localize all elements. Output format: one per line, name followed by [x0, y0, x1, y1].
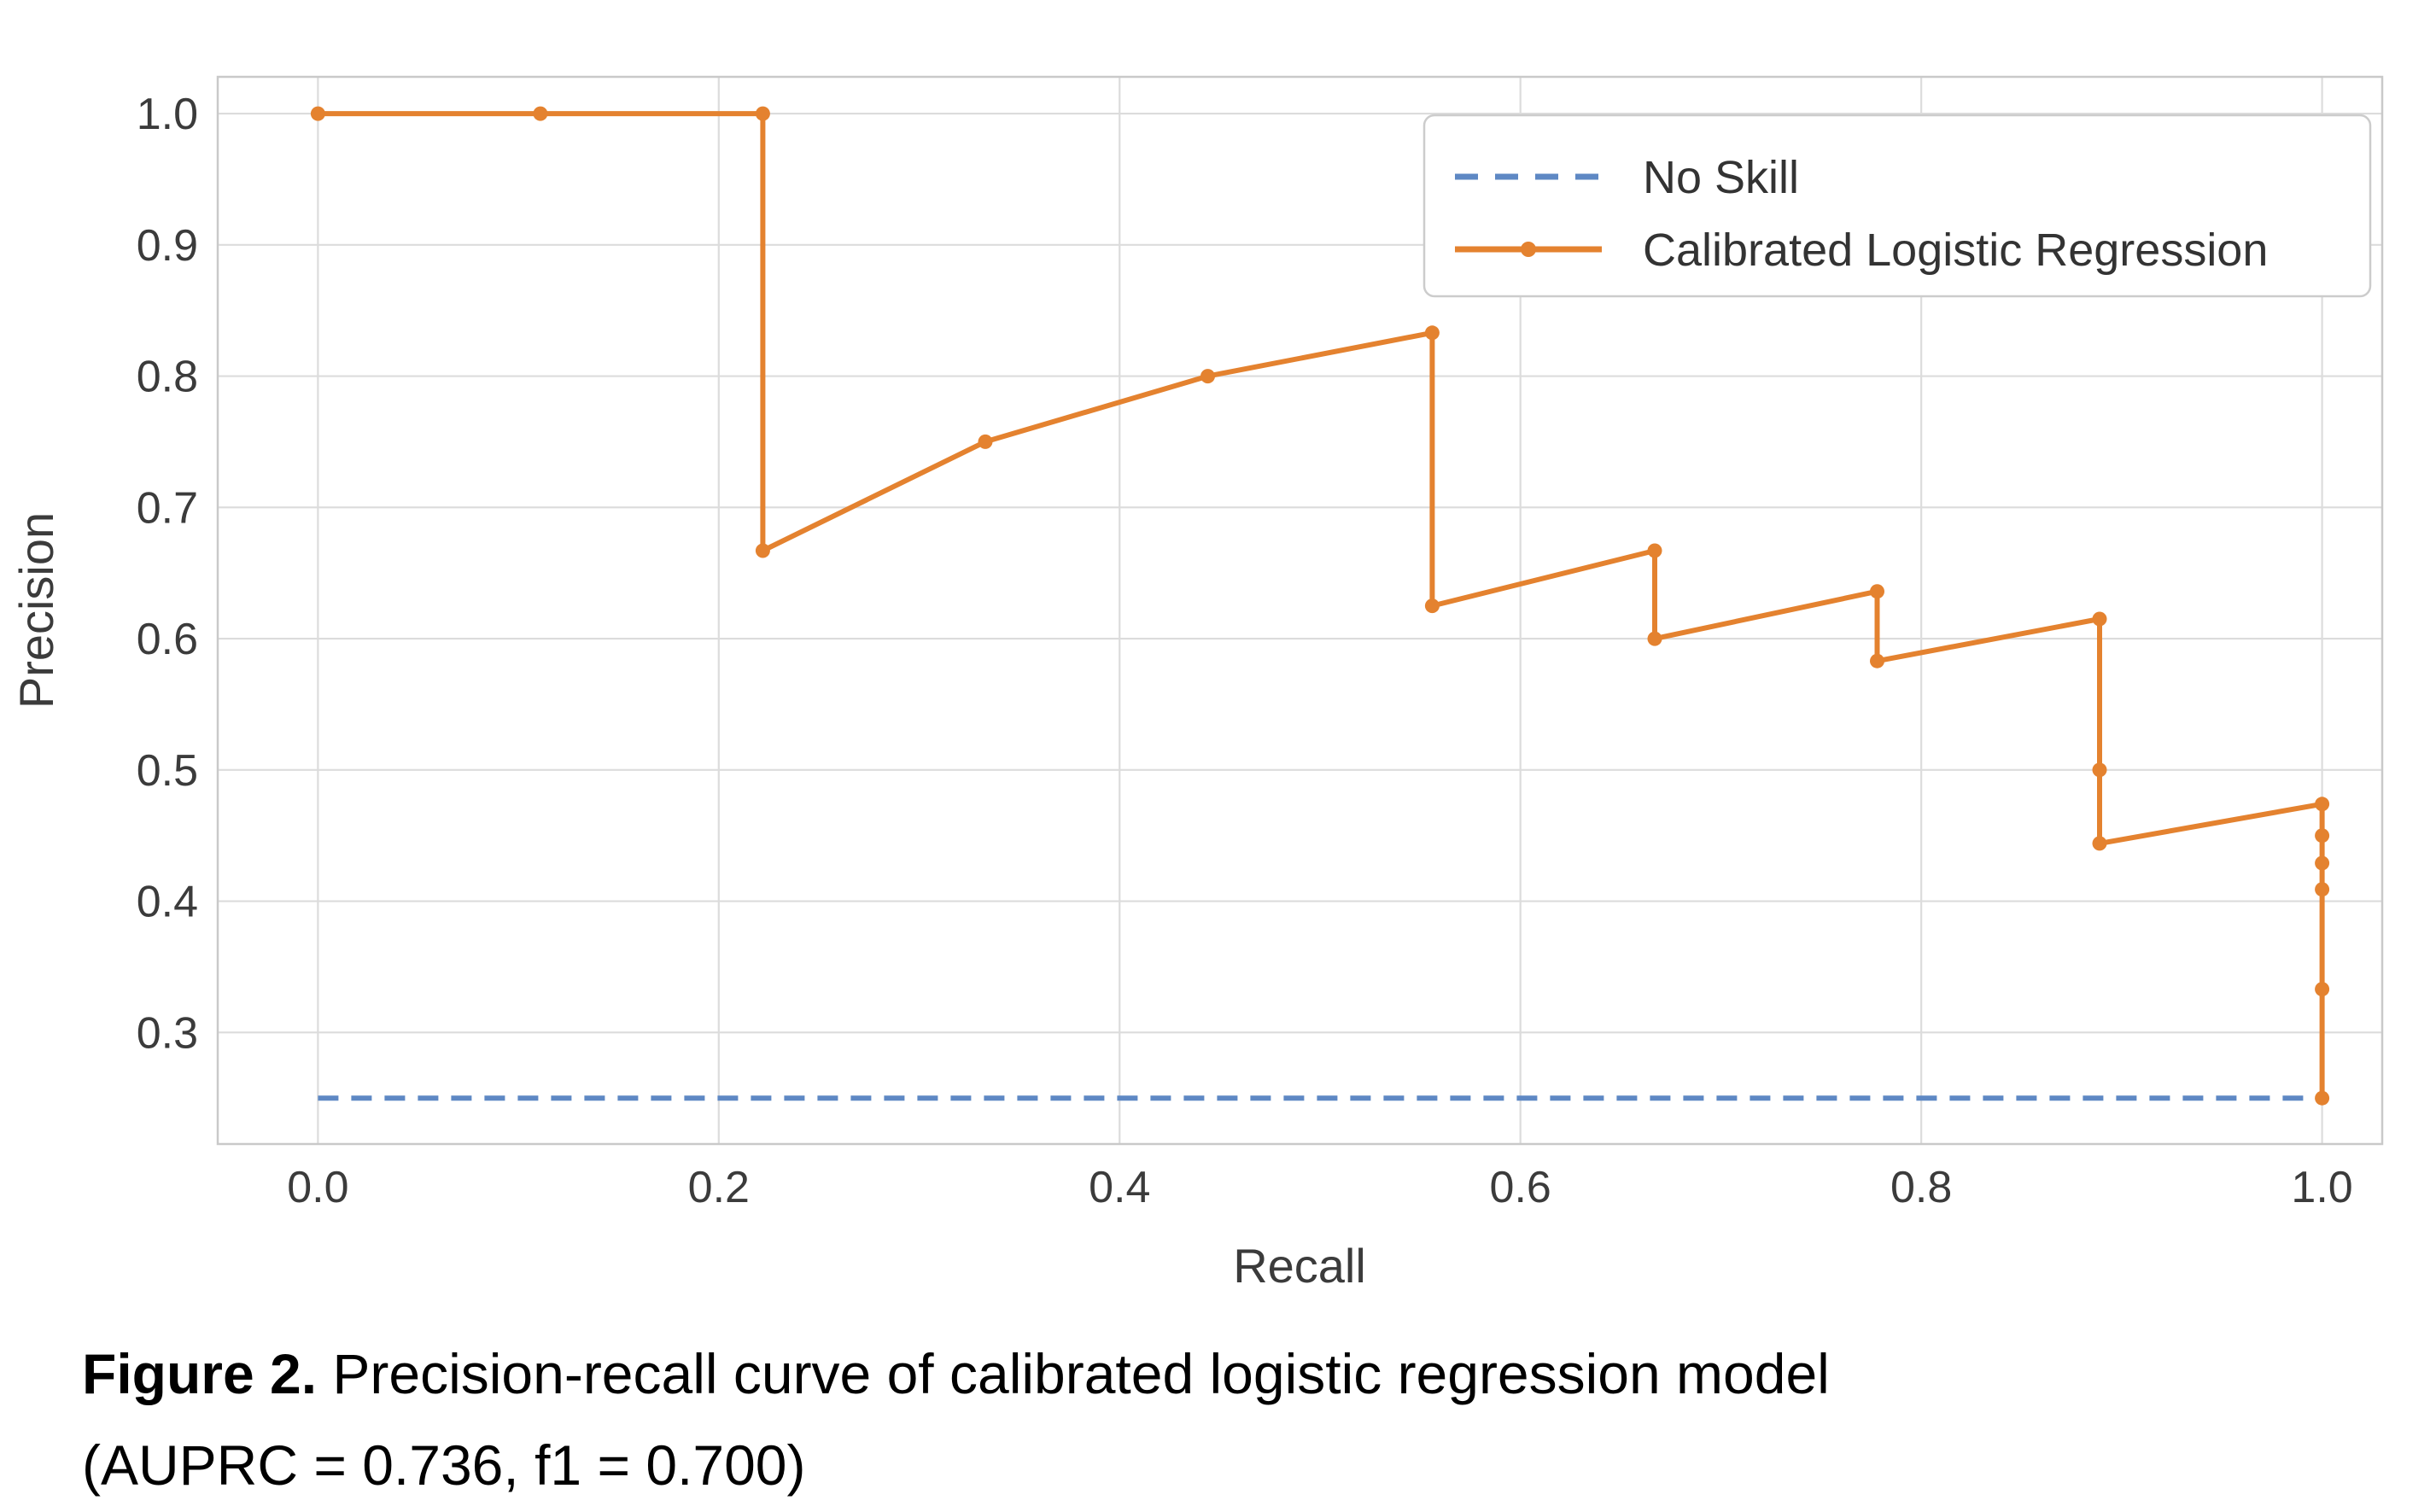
x-tick-label: 0.4: [1089, 1163, 1150, 1212]
y-tick-label: 0.9: [137, 221, 198, 271]
y-tick-label: 0.5: [137, 746, 198, 796]
y-axis-label: Precision: [9, 512, 63, 709]
pr-curve-point: [1424, 598, 1440, 614]
pr-curve-point: [2092, 611, 2107, 627]
pr-curve-point: [755, 543, 770, 558]
pr-curve-point: [310, 106, 325, 121]
figure-caption-label: Figure 2.: [82, 1342, 318, 1405]
y-tick-label: 0.7: [137, 483, 198, 533]
pr-curve-point: [1870, 584, 1884, 599]
figure-caption: Figure 2. Precision-recall curve of cali…: [82, 1328, 2217, 1511]
pr-curve-point: [2092, 762, 2107, 778]
x-tick-label: 0.2: [688, 1163, 750, 1212]
pr-curve-point: [2315, 797, 2330, 812]
x-axis-label: Recall: [1233, 1239, 1366, 1293]
pr-curve-point: [1870, 653, 1884, 668]
legend-no-skill-label: No Skill: [1643, 152, 1799, 203]
x-tick-label: 1.0: [2291, 1163, 2352, 1212]
y-tick-label: 0.6: [137, 615, 198, 664]
legend-calibrated-label: Calibrated Logistic Regression: [1643, 225, 2268, 276]
x-tick-label: 0.0: [287, 1163, 348, 1212]
pr-curve-point: [2315, 1090, 2330, 1106]
pr-curve-point: [2315, 982, 2330, 997]
figure-caption-line1: Figure 2. Precision-recall curve of cali…: [82, 1328, 2217, 1420]
y-tick-labels: 0.3 0.4 0.5 0.6 0.7 0.8 0.9 1.0: [137, 90, 198, 1058]
pr-curve-point: [1647, 543, 1662, 558]
pr-curve-point: [1200, 369, 1215, 384]
figure-caption-line2: (AUPRC = 0.736, f1 = 0.700): [82, 1433, 806, 1497]
precision-recall-chart: 0.0 0.2 0.4 0.6 0.8 1.0 0.3 0.4 0.5 0.6 0.7 0.8 0.9…: [9, 75, 2384, 1293]
legend-calibrated-marker-sample: [1521, 242, 1536, 257]
pr-curve-point: [2092, 836, 2107, 851]
legend: No Skill Calibrated Logistic Regression: [1422, 114, 2372, 298]
y-tick-label: 1.0: [137, 90, 198, 139]
pr-curve-point: [533, 106, 548, 121]
x-tick-label: 0.8: [1890, 1163, 1952, 1212]
y-tick-label: 0.8: [137, 353, 198, 402]
x-tick-label: 0.6: [1490, 1163, 1551, 1212]
pr-curve-point: [1424, 325, 1440, 341]
pr-curve-point: [978, 434, 993, 449]
pr-curve-point: [755, 106, 770, 121]
pr-curve-point: [2315, 882, 2330, 897]
y-tick-label: 0.4: [137, 878, 198, 927]
x-tick-labels: 0.0 0.2 0.4 0.6 0.8 1.0: [287, 1163, 2353, 1212]
plot-series: [310, 106, 2330, 1106]
plot-border: [216, 75, 2384, 1146]
pr-curve-point: [1647, 631, 1662, 646]
legend-box: [1422, 114, 2372, 298]
pr-curve-point: [2315, 828, 2330, 844]
pr-curve-point: [2315, 855, 2330, 871]
figure-caption-text: Precision-recall curve of calibrated log…: [317, 1342, 1830, 1405]
y-tick-label: 0.3: [137, 1008, 198, 1058]
